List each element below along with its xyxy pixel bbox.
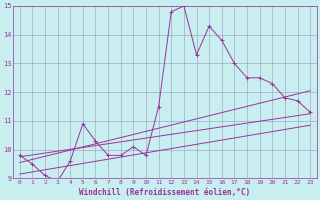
X-axis label: Windchill (Refroidissement éolien,°C): Windchill (Refroidissement éolien,°C) [79, 188, 251, 197]
